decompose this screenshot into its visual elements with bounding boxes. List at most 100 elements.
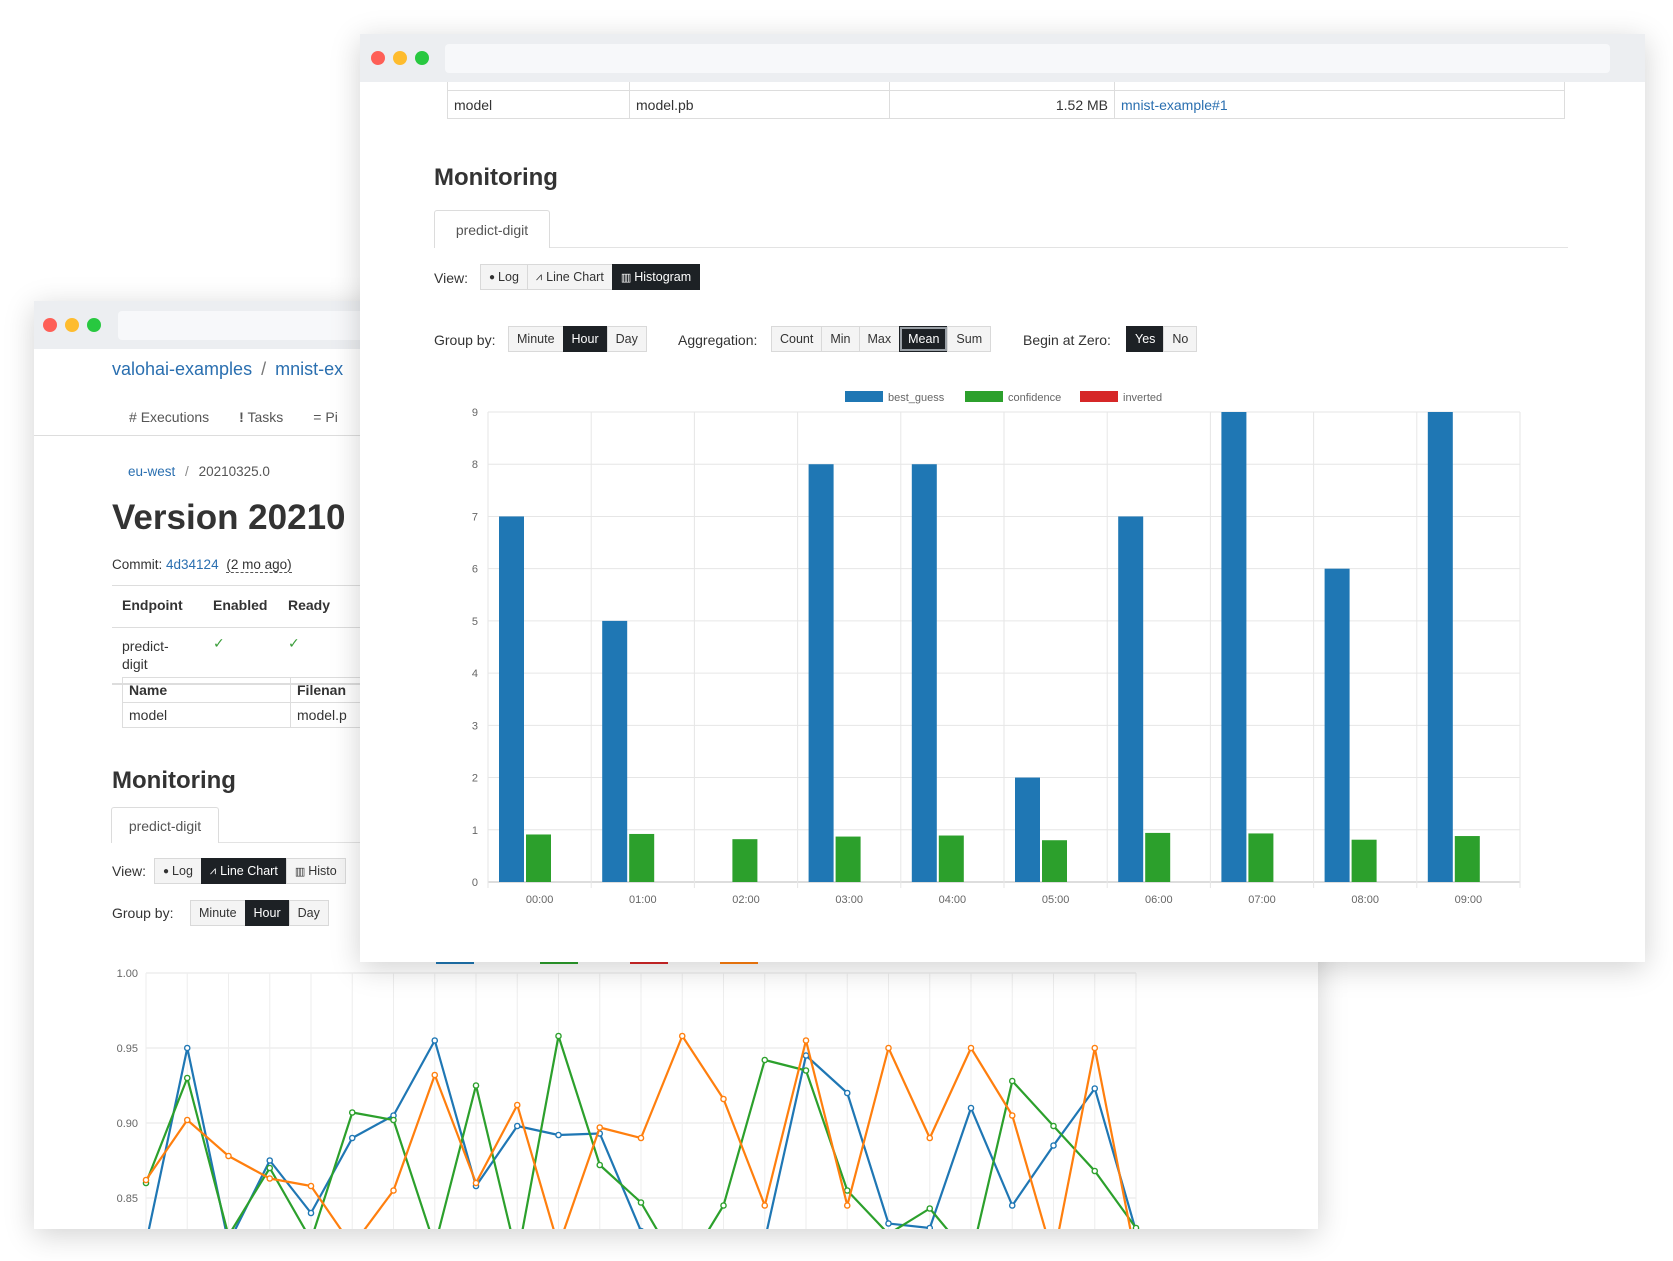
point-confidence bbox=[638, 1227, 644, 1229]
outputs-table: Name Filename Size From Execution model … bbox=[447, 82, 1565, 119]
group-minute-button[interactable]: Minute bbox=[508, 326, 564, 352]
view-histogram-button[interactable]: ▥ Histo bbox=[285, 858, 346, 884]
view-histogram-label: Histogram bbox=[634, 270, 692, 284]
agg-min-button[interactable]: Min bbox=[821, 326, 860, 352]
table-row[interactable]: model model.pb 1.52 MB mnist-example#1 bbox=[447, 90, 1565, 119]
execution-link[interactable]: mnist-example#1 bbox=[1114, 90, 1565, 119]
point-saturation bbox=[513, 1101, 521, 1109]
point-contrast bbox=[390, 1116, 397, 1124]
commit-hash-link[interactable]: 4d34124 bbox=[166, 557, 219, 572]
tab-predict-digit[interactable]: predict-digit bbox=[111, 807, 219, 843]
eye-icon: ● bbox=[489, 271, 496, 283]
view-log-button[interactable]: ● Log bbox=[154, 858, 202, 884]
x-tick-label: 02:00 bbox=[732, 894, 760, 906]
x-tick-label: 07:00 bbox=[1248, 894, 1276, 906]
aggregation-button-group: Count Min Max Mean Sum bbox=[771, 326, 992, 352]
y-tick-label: 1.00 bbox=[117, 968, 138, 980]
bar-best_guess-06:00 bbox=[1118, 516, 1144, 882]
group-day-button[interactable]: Day bbox=[606, 326, 647, 352]
view-line-chart-button[interactable]: ⩘ Line Chart bbox=[526, 264, 613, 290]
x-tick-label: 03:00 bbox=[835, 894, 863, 906]
point-contrast bbox=[555, 1032, 562, 1040]
view-log-button[interactable]: ● Log bbox=[480, 264, 528, 290]
agg-count-button[interactable]: Count bbox=[771, 326, 823, 352]
table-row[interactable]: model model.p bbox=[122, 702, 422, 728]
point-confidence bbox=[843, 1089, 851, 1097]
zero-yes-button[interactable]: Yes bbox=[1126, 326, 1165, 352]
filename-cell: model.p bbox=[290, 702, 422, 728]
close-window-button[interactable] bbox=[371, 51, 385, 65]
bar-confidence-05:00 bbox=[1042, 840, 1067, 882]
view-button-group: ● Log ⩘ Line Chart ▥ Histogram bbox=[480, 264, 701, 290]
minimize-window-button[interactable] bbox=[393, 51, 407, 65]
bar-best_guess-00:00 bbox=[499, 516, 524, 882]
minimize-window-button[interactable] bbox=[65, 318, 79, 332]
nav-executions[interactable]: # Executions bbox=[129, 409, 209, 425]
y-tick-label: 4 bbox=[472, 668, 478, 680]
nav-pipelines-label: Pi bbox=[325, 409, 338, 425]
endpoint-cell[interactable]: predict- digit bbox=[122, 637, 169, 673]
point-confidence bbox=[513, 1122, 521, 1130]
hash-icon: # bbox=[129, 409, 137, 425]
line-chart-icon: ⩘ bbox=[209, 864, 217, 877]
begin-at-zero-label: Begin at Zero: bbox=[1023, 332, 1111, 348]
group-hour-button[interactable]: Hour bbox=[562, 326, 608, 352]
group-minute-button[interactable]: Minute bbox=[190, 900, 246, 926]
legend-label-inverted: inverted bbox=[1123, 392, 1162, 404]
point-contrast bbox=[183, 1074, 191, 1082]
nav-tasks[interactable]: ! Tasks bbox=[239, 409, 283, 425]
bar-best_guess-05:00 bbox=[1015, 777, 1040, 882]
group-by-button-group: Minute Hour Day bbox=[190, 900, 329, 926]
group-hour-button[interactable]: Hour bbox=[244, 900, 290, 926]
point-confidence bbox=[802, 1052, 810, 1059]
point-saturation bbox=[390, 1187, 397, 1194]
maximize-window-button[interactable] bbox=[87, 318, 101, 332]
y-tick-label: 7 bbox=[472, 511, 478, 523]
bar-best_guess-01:00 bbox=[602, 620, 628, 882]
group-by-label: Group by: bbox=[434, 332, 496, 348]
point-saturation bbox=[761, 1202, 769, 1209]
nav-pipelines[interactable]: = Pi bbox=[313, 409, 338, 425]
bar-confidence-00:00 bbox=[526, 834, 551, 882]
name-cell: model bbox=[447, 90, 630, 119]
maximize-window-button[interactable] bbox=[415, 51, 429, 65]
view-histogram-label: Histo bbox=[308, 864, 337, 878]
agg-sum-button[interactable]: Sum bbox=[947, 326, 992, 352]
view-line-chart-button[interactable]: ⩘ Line Chart bbox=[200, 858, 287, 884]
header-divider bbox=[112, 627, 372, 628]
point-contrast bbox=[348, 1109, 356, 1116]
agg-mean-button[interactable]: Mean bbox=[899, 326, 949, 352]
bar-confidence-09:00 bbox=[1454, 836, 1480, 882]
histogram-icon: ▥ bbox=[620, 271, 632, 284]
breadcrumb-project-link[interactable]: mnist-ex bbox=[275, 359, 344, 379]
close-window-button[interactable] bbox=[43, 318, 57, 332]
point-saturation bbox=[802, 1037, 810, 1044]
address-bar[interactable] bbox=[445, 44, 1610, 73]
size-cell: 1.52 MB bbox=[889, 90, 1115, 119]
view-line-chart-label: Line Chart bbox=[220, 864, 278, 878]
begin-at-zero-button-group: Yes No bbox=[1126, 326, 1198, 352]
point-saturation bbox=[183, 1116, 191, 1124]
zero-no-button[interactable]: No bbox=[1163, 326, 1198, 352]
line-chart: confidencecontrastinvertedsaturation1.00… bbox=[117, 952, 1140, 1229]
point-confidence bbox=[307, 1209, 315, 1217]
bar-confidence-08:00 bbox=[1351, 839, 1377, 882]
breadcrumb-org-link[interactable]: valohai-examples bbox=[112, 359, 253, 379]
bar-best_guess-08:00 bbox=[1324, 568, 1350, 882]
env-link[interactable]: eu-west bbox=[128, 464, 176, 479]
agg-max-button[interactable]: Max bbox=[858, 326, 901, 352]
nav-tasks-label: Tasks bbox=[247, 409, 284, 425]
point-contrast bbox=[596, 1161, 604, 1169]
tab-predict-digit[interactable]: predict-digit bbox=[434, 210, 550, 248]
point-saturation bbox=[596, 1124, 604, 1131]
version-breadcrumb-current: 20210325.0 bbox=[198, 464, 270, 479]
legend-swatch-inverted bbox=[1080, 391, 1118, 402]
point-saturation bbox=[926, 1134, 934, 1142]
bar-confidence-07:00 bbox=[1248, 833, 1274, 882]
view-histogram-button[interactable]: ▥ Histogram bbox=[611, 264, 701, 290]
endpoint-name-line1: predict- bbox=[122, 638, 169, 654]
point-saturation bbox=[720, 1095, 727, 1103]
point-confidence bbox=[1050, 1142, 1057, 1149]
address-bar[interactable] bbox=[118, 311, 378, 340]
group-day-button[interactable]: Day bbox=[288, 900, 329, 926]
